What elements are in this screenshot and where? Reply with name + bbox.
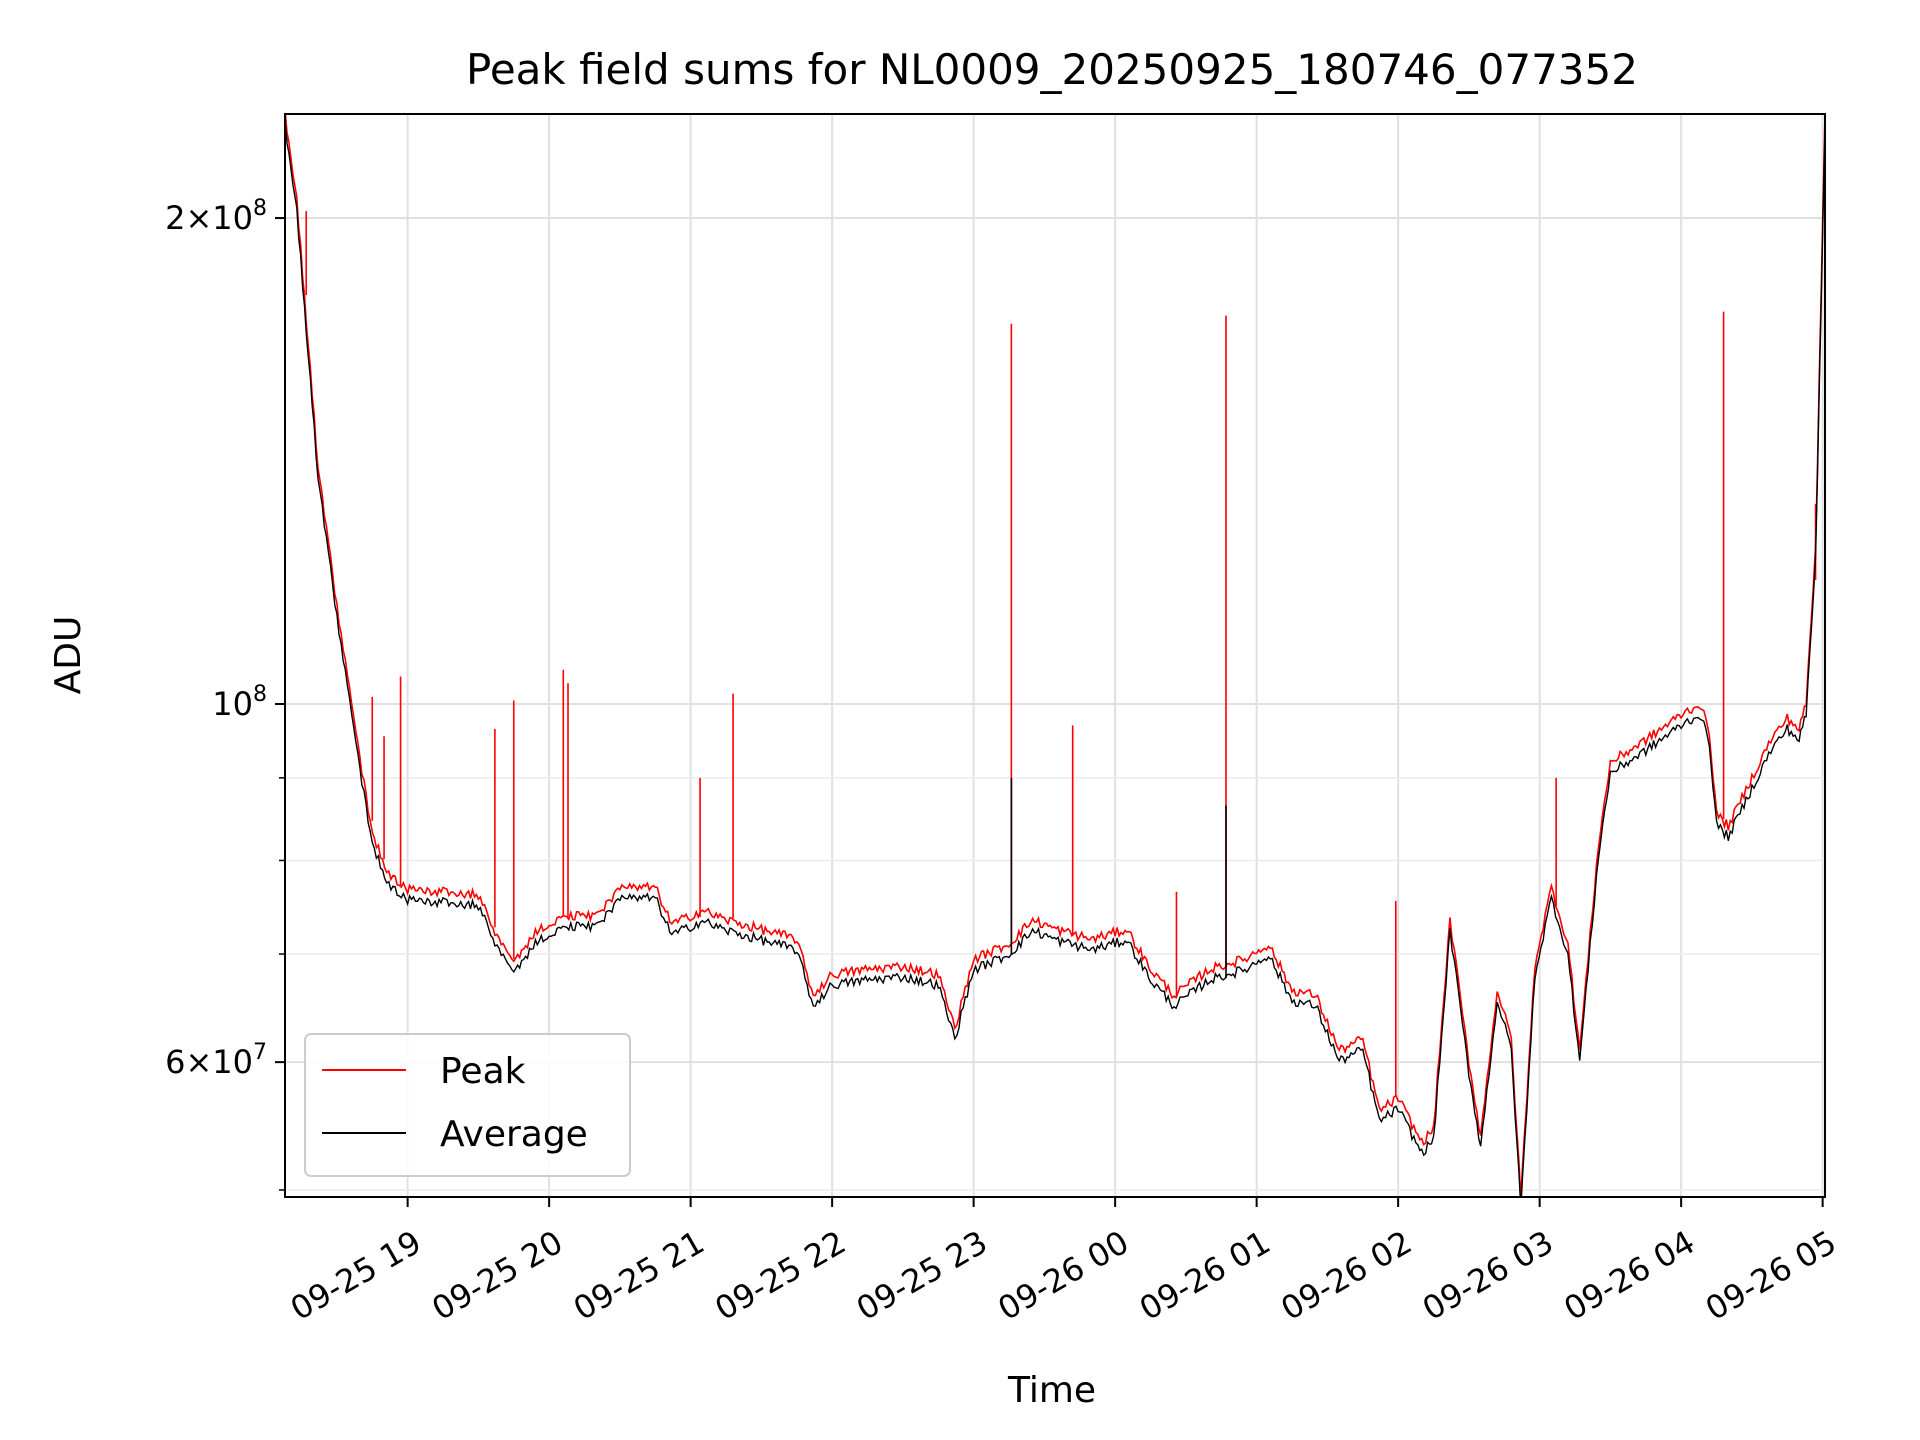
x-axis-label: Time	[1007, 1370, 1096, 1411]
x-tick-label: 09-26 04	[1558, 1223, 1702, 1328]
plot-series	[285, 114, 1825, 1197]
x-tick-label: 09-25 22	[709, 1223, 853, 1328]
x-tick-label: 09-26 00	[992, 1223, 1136, 1328]
x-tick-label: 09-26 03	[1416, 1223, 1560, 1328]
x-tick-label: 09-26 01	[1133, 1223, 1277, 1328]
chart-title: Peak field sums for NL0009_20250925_1807…	[466, 45, 1638, 94]
legend-label-peak: Peak	[440, 1051, 526, 1092]
grid	[285, 114, 1825, 1197]
y-axis-label: ADU	[48, 616, 89, 695]
x-tick-label: 09-25 21	[567, 1223, 711, 1328]
y-tick-label: 108	[212, 682, 267, 723]
x-tick-label: 09-26 02	[1275, 1223, 1419, 1328]
x-tick-label: 09-25 23	[850, 1223, 994, 1328]
y-tick-label: 6×107	[165, 1040, 267, 1081]
series-peak-line	[285, 114, 1825, 1197]
series-average-line	[285, 119, 1825, 1197]
x-tick-label: 09-25 19	[284, 1223, 428, 1328]
legend: Peak Average	[304, 1033, 631, 1177]
plot-frame	[284, 113, 1826, 1198]
legend-label-average: Average	[440, 1114, 588, 1155]
y-axis-ticks: 2×108 108 6×107	[165, 196, 285, 1191]
y-tick-label: 2×108	[165, 196, 267, 237]
x-tick-label: 09-26 05	[1699, 1223, 1843, 1328]
x-tick-label: 09-25 20	[426, 1223, 570, 1328]
